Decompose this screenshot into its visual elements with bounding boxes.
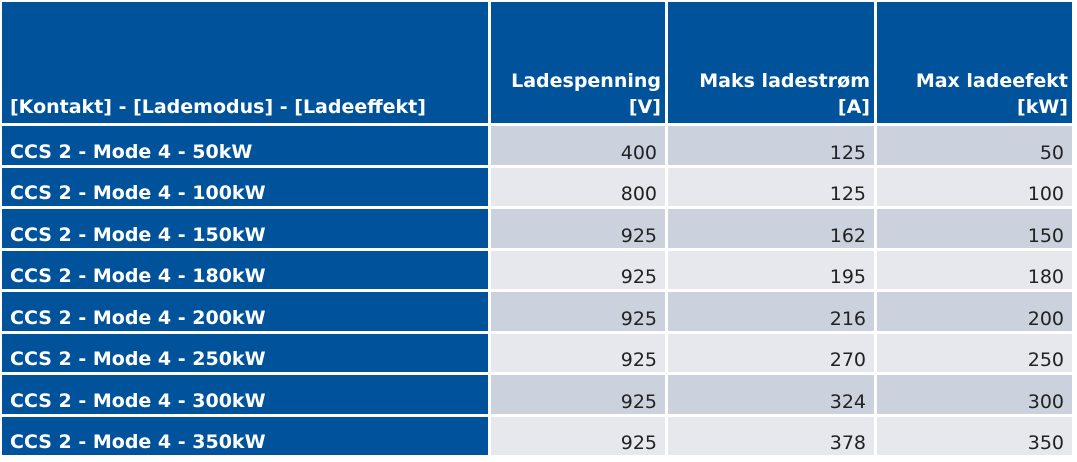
row-label: CCS 2 - Mode 4 - 50kW xyxy=(2,126,488,165)
power-cell: 50 xyxy=(877,126,1072,165)
header-max-charging-power-label: Max ladeefekt [kW] xyxy=(916,68,1068,120)
charging-spec-table: [Kontakt] - [Lademodus] - [Ladeeffekt] L… xyxy=(2,2,1073,455)
header-max-charging-current-label: Maks ladestrøm [A] xyxy=(699,68,870,120)
voltage-cell: 925 xyxy=(491,250,665,289)
power-cell: 300 xyxy=(877,375,1072,414)
header-max-charging-current-title: Maks ladestrøm xyxy=(699,70,870,92)
row-label: CCS 2 - Mode 4 - 250kW xyxy=(2,333,488,372)
power-cell: 350 xyxy=(877,416,1072,455)
header-charging-voltage: Ladespenning [V] xyxy=(491,2,665,123)
row-label: CCS 2 - Mode 4 - 180kW xyxy=(2,250,488,289)
header-charging-voltage-unit: [V] xyxy=(628,96,661,118)
voltage-cell: 925 xyxy=(491,333,665,372)
row-label: CCS 2 - Mode 4 - 200kW xyxy=(2,292,488,331)
power-cell: 200 xyxy=(877,292,1072,331)
row-label: CCS 2 - Mode 4 - 300kW xyxy=(2,375,488,414)
power-cell: 150 xyxy=(877,209,1072,248)
header-connector-mode-power-label: [Kontakt] - [Lademodus] - [Ladeeffekt] xyxy=(10,96,426,118)
header-charging-voltage-title: Ladespenning xyxy=(511,70,661,92)
current-cell: 162 xyxy=(668,209,874,248)
current-cell: 216 xyxy=(668,292,874,331)
voltage-cell: 925 xyxy=(491,209,665,248)
row-label: CCS 2 - Mode 4 - 100kW xyxy=(2,167,488,206)
current-cell: 125 xyxy=(668,126,874,165)
power-cell: 180 xyxy=(877,250,1072,289)
header-connector-mode-power: [Kontakt] - [Lademodus] - [Ladeeffekt] xyxy=(2,2,488,123)
current-cell: 270 xyxy=(668,333,874,372)
row-label: CCS 2 - Mode 4 - 350kW xyxy=(2,416,488,455)
current-cell: 324 xyxy=(668,375,874,414)
header-max-charging-power: Max ladeefekt [kW] xyxy=(877,2,1072,123)
header-max-charging-current: Maks ladestrøm [A] xyxy=(668,2,874,123)
voltage-cell: 925 xyxy=(491,416,665,455)
voltage-cell: 800 xyxy=(491,167,665,206)
voltage-cell: 400 xyxy=(491,126,665,165)
power-cell: 100 xyxy=(877,167,1072,206)
header-max-charging-power-unit: [kW] xyxy=(1017,96,1068,118)
row-label: CCS 2 - Mode 4 - 150kW xyxy=(2,209,488,248)
current-cell: 195 xyxy=(668,250,874,289)
voltage-cell: 925 xyxy=(491,292,665,331)
current-cell: 125 xyxy=(668,167,874,206)
header-max-charging-current-unit: [A] xyxy=(837,96,870,118)
header-max-charging-power-title: Max ladeefekt xyxy=(915,70,1068,92)
power-cell: 250 xyxy=(877,333,1072,372)
header-charging-voltage-label: Ladespenning [V] xyxy=(511,68,661,120)
current-cell: 378 xyxy=(668,416,874,455)
voltage-cell: 925 xyxy=(491,375,665,414)
